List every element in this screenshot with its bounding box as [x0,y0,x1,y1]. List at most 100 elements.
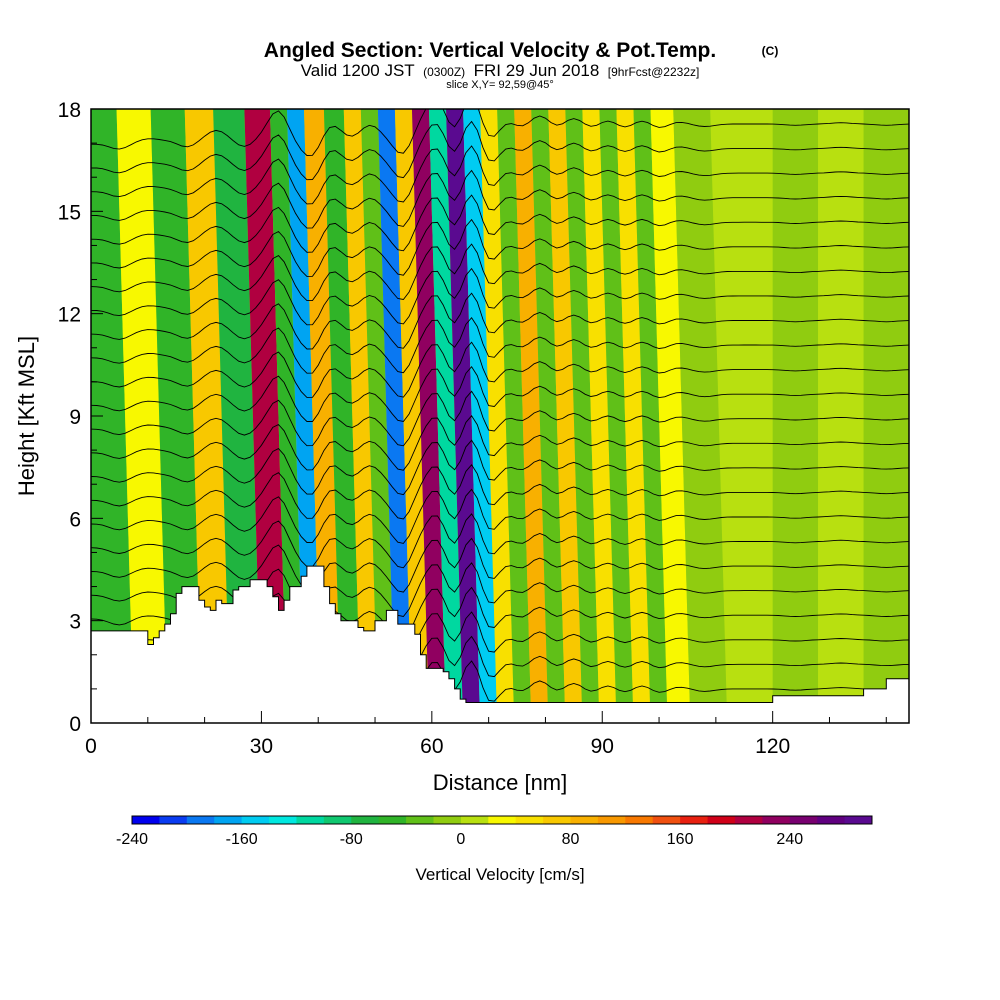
y-tick-label: 15 [58,201,81,224]
colorbar-swatch [460,816,489,824]
colorbar-swatch [515,816,544,824]
theta-contour-line [91,562,909,617]
theta-contour-line [91,109,909,156]
colorbar-swatch [707,816,736,824]
velocity-band [863,109,909,723]
valid-time-utc: (0300Z) [423,65,465,79]
colorbar-swatch [433,816,462,824]
velocity-band [480,109,515,723]
colorbar-swatch [652,816,681,824]
y-tick-label: 18 [58,99,81,122]
colorbar-swatch [789,816,818,824]
theta-contour-line [91,537,909,593]
colorbar-swatch [844,816,873,824]
theta-contour-line [91,415,909,471]
x-tick-label: 60 [420,735,443,758]
colorbar-swatch [132,816,160,824]
velocity-band [343,109,378,723]
colorbar-tick-label: -240 [116,831,148,848]
velocity-band [514,109,549,723]
theta-contour-line [91,243,909,302]
colorbar-tick-label: 80 [562,831,580,848]
colorbar-swatch [296,816,325,824]
colorbar-title: Vertical Velocity [cm/s] [415,865,584,884]
theta-contour-line [91,218,909,277]
theta-contour-line [91,439,909,496]
colorbar-swatch [323,816,352,824]
x-tick-label: 0 [85,735,97,758]
theta-contour-line [91,316,909,374]
colorbar-swatch [214,816,243,824]
theta-contour-line [91,390,909,447]
velocity-band [565,109,600,723]
colorbar-swatch [762,816,791,824]
velocity-band [116,109,168,723]
velocity-band [304,109,341,723]
velocity-band [463,109,498,723]
colorbar-swatch [269,816,297,824]
chart-subtitle: Valid 1200 JST (0300Z) FRI 29 Jun 2018 [… [301,61,700,80]
theta-contour-line [91,145,909,205]
colorbar-tick-label: -80 [340,831,363,848]
colorbar-tick-label: 0 [456,831,465,848]
colorbar-tick-label: 240 [776,831,803,848]
y-tick-label: 6 [69,508,81,531]
velocity-band [244,109,287,723]
y-axis: 0 3 6 9 12 15 18 [58,99,103,736]
theta-contour-line [91,365,909,422]
colorbar-frame [131,815,873,825]
colorbar-swatch [817,816,846,824]
colorbar-swatch [351,816,380,824]
theta-contour-line [91,267,909,326]
chart-title: Angled Section: Vertical Velocity & Pot.… [264,39,716,62]
x-tick-label: 30 [250,735,273,758]
y-axis-label: Height [Kft MSL] [14,336,39,496]
colorbar-swatch [159,816,188,824]
colorbar-swatch [570,816,599,824]
colorbar-swatch [488,816,517,824]
colorbar-swatch [625,816,654,824]
velocity-band [394,109,429,723]
velocity-band [428,109,464,723]
title-corner-mark: (C) [762,44,779,58]
velocity-band [531,109,566,723]
velocity-band [91,109,134,723]
colorbar: -240 -160 -80 0 80 160 240 [116,815,873,848]
theta-contour-line [91,194,909,253]
velocity-band [323,109,361,723]
valid-time-local: Valid 1200 JST [301,61,415,80]
y-tick-label: 12 [58,304,81,327]
velocity-band [497,109,532,723]
theta-contours [91,109,909,715]
slice-info: slice X,Y= 92,59@45° [446,79,554,91]
colorbar-tick-label: 160 [667,831,694,848]
x-axis: 0 30 60 90 120 [85,711,887,758]
plot-area [91,109,909,723]
theta-contour-line [91,169,909,229]
velocity-band [818,109,864,723]
velocity-band [599,109,634,723]
theta-contour-line [91,488,909,544]
velocity-band [269,109,305,723]
colorbar-swatch [186,816,215,824]
x-tick-label: 120 [755,735,790,758]
theta-contour-line [91,464,909,520]
velocity-band [616,109,651,723]
velocity-band [548,109,583,723]
colorbar-swatch [378,816,407,824]
colorbar-tick-label: -160 [226,831,258,848]
theta-contour-line [91,292,909,350]
velocity-band [650,109,691,723]
y-tick-label: 9 [69,406,81,429]
terrain [91,565,909,723]
x-tick-label: 90 [591,735,614,758]
forecast-info: [9hrFcst@2232z] [608,65,700,79]
velocity-band [213,109,262,723]
colorbar-swatch [734,816,763,824]
valid-date: FRI 29 Jun 2018 [474,61,600,80]
y-tick-label: 3 [69,611,81,634]
velocity-band [360,109,395,723]
velocity-band [727,109,773,723]
colorbar-swatch [597,816,626,824]
